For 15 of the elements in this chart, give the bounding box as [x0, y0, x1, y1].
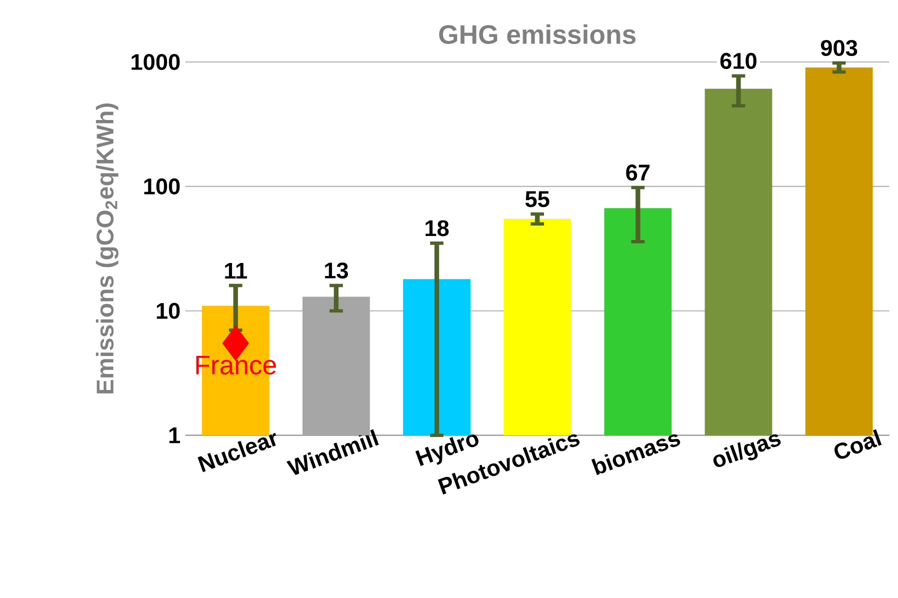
x-tick-label: oil/gas	[713, 434, 781, 468]
data-label: 11	[225, 262, 247, 279]
chart-title: GHG emissions	[439, 24, 636, 44]
data-label: 610	[720, 52, 756, 69]
data-label: 18	[426, 220, 449, 236]
y-tick-label: 1000	[132, 54, 180, 70]
data-label: 55	[525, 191, 550, 208]
data-label: 903	[820, 40, 858, 56]
y-tick-label: 1	[169, 428, 180, 444]
x-tick-label: Coal	[834, 429, 882, 459]
y-tick-label: 10	[156, 302, 180, 319]
data-label: 67	[626, 164, 650, 181]
data-label: 13	[325, 262, 348, 279]
y-axis-title: Emissions (gCO$_{2}$eq/KWh)	[96, 104, 118, 394]
y-tick-label: 100	[144, 178, 180, 194]
